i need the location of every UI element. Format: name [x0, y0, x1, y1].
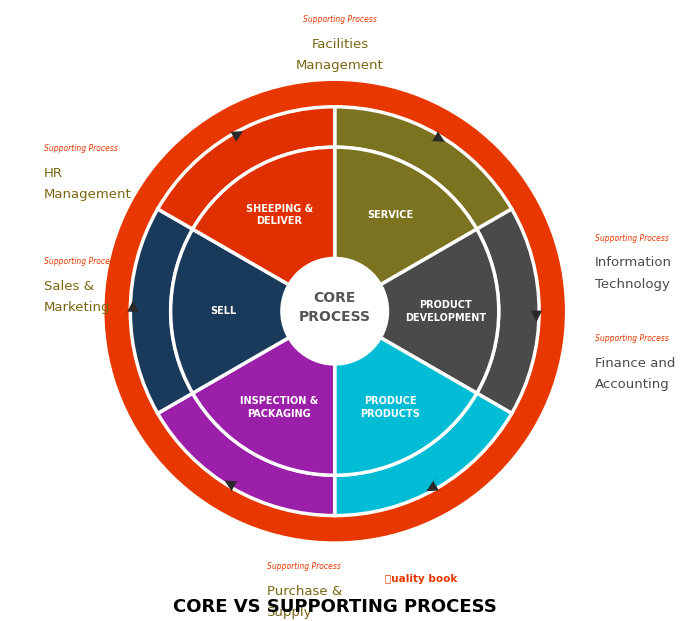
- Text: PRODUCT
DEVELOPMENT: PRODUCT DEVELOPMENT: [405, 300, 486, 322]
- Wedge shape: [158, 311, 335, 515]
- Polygon shape: [426, 475, 446, 491]
- Text: Sales &: Sales &: [44, 280, 95, 292]
- Text: Facilities: Facilities: [311, 38, 368, 51]
- Wedge shape: [335, 229, 499, 393]
- Text: Finance and: Finance and: [595, 357, 675, 370]
- Text: Supporting Process: Supporting Process: [266, 562, 340, 571]
- Wedge shape: [335, 311, 477, 475]
- Wedge shape: [170, 229, 335, 393]
- Text: CORE
PROCESS: CORE PROCESS: [299, 291, 371, 324]
- Text: Management: Management: [44, 188, 132, 201]
- Polygon shape: [124, 301, 141, 317]
- Wedge shape: [335, 209, 539, 414]
- Wedge shape: [130, 209, 335, 414]
- Circle shape: [161, 137, 509, 485]
- Circle shape: [170, 146, 500, 476]
- Text: SELL: SELL: [210, 306, 237, 316]
- Wedge shape: [335, 311, 512, 515]
- Polygon shape: [224, 481, 244, 497]
- Wedge shape: [335, 147, 477, 311]
- Wedge shape: [193, 147, 335, 311]
- Text: Purchase &: Purchase &: [266, 584, 342, 597]
- Text: Ⓢuality book: Ⓢuality book: [385, 574, 457, 584]
- Polygon shape: [224, 131, 243, 147]
- Text: Supporting Process: Supporting Process: [44, 257, 118, 266]
- Text: Supporting Process: Supporting Process: [595, 335, 669, 343]
- Wedge shape: [193, 311, 335, 475]
- Wedge shape: [158, 107, 335, 311]
- Text: Information: Information: [595, 256, 671, 270]
- Text: Accounting: Accounting: [595, 378, 669, 391]
- Circle shape: [281, 257, 388, 365]
- Text: Supporting Process: Supporting Process: [303, 16, 377, 24]
- Polygon shape: [528, 305, 545, 322]
- Text: Supply: Supply: [266, 606, 312, 619]
- Circle shape: [105, 82, 564, 541]
- Text: Supporting Process: Supporting Process: [44, 145, 118, 153]
- Text: SERVICE: SERVICE: [367, 210, 413, 220]
- Polygon shape: [426, 126, 445, 142]
- Text: INSPECTION &
PACKAGING: INSPECTION & PACKAGING: [240, 396, 318, 419]
- Text: HR: HR: [44, 167, 63, 180]
- Text: CORE VS SUPPORTING PROCESS: CORE VS SUPPORTING PROCESS: [172, 598, 497, 616]
- Text: SHEEPING &
DELIVER: SHEEPING & DELIVER: [246, 204, 313, 226]
- Text: PRODUCE
PRODUCTS: PRODUCE PRODUCTS: [360, 396, 420, 419]
- Wedge shape: [335, 107, 512, 311]
- Text: Marketing: Marketing: [44, 301, 110, 314]
- Text: Technology: Technology: [595, 278, 669, 291]
- Text: Management: Management: [296, 59, 384, 72]
- Text: Supporting Process: Supporting Process: [595, 234, 669, 243]
